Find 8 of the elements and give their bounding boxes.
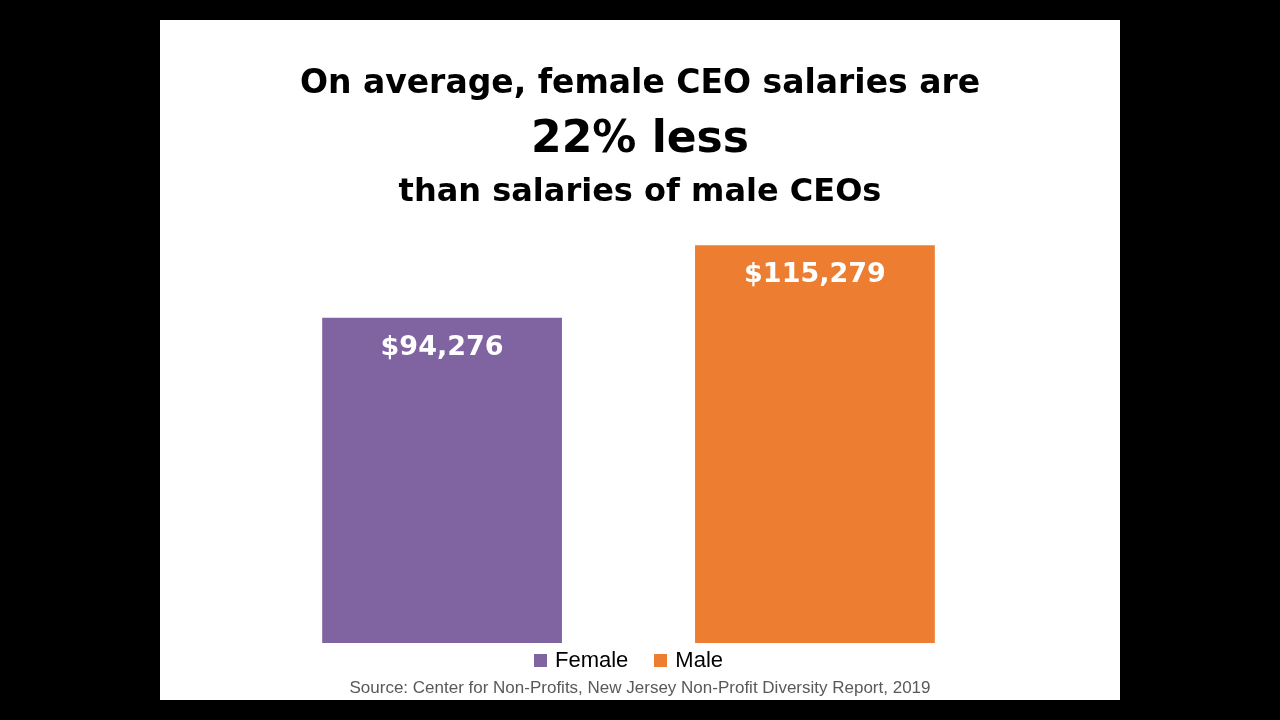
chart-subtitle: 22% less bbox=[530, 111, 750, 162]
chart-title: On average, female CEO salaries are bbox=[298, 62, 982, 101]
data-label: $94,276 bbox=[380, 329, 504, 361]
legend-label: Male bbox=[675, 647, 724, 673]
data-label: $115,279 bbox=[744, 257, 886, 289]
source-note: Source: Center for Non-Profits, New Jersey Non-Profit Diversity Report, 2019 bbox=[348, 678, 932, 698]
text: than salaries of male CEOs bbox=[397, 171, 883, 209]
legend-label: Female bbox=[555, 647, 629, 673]
